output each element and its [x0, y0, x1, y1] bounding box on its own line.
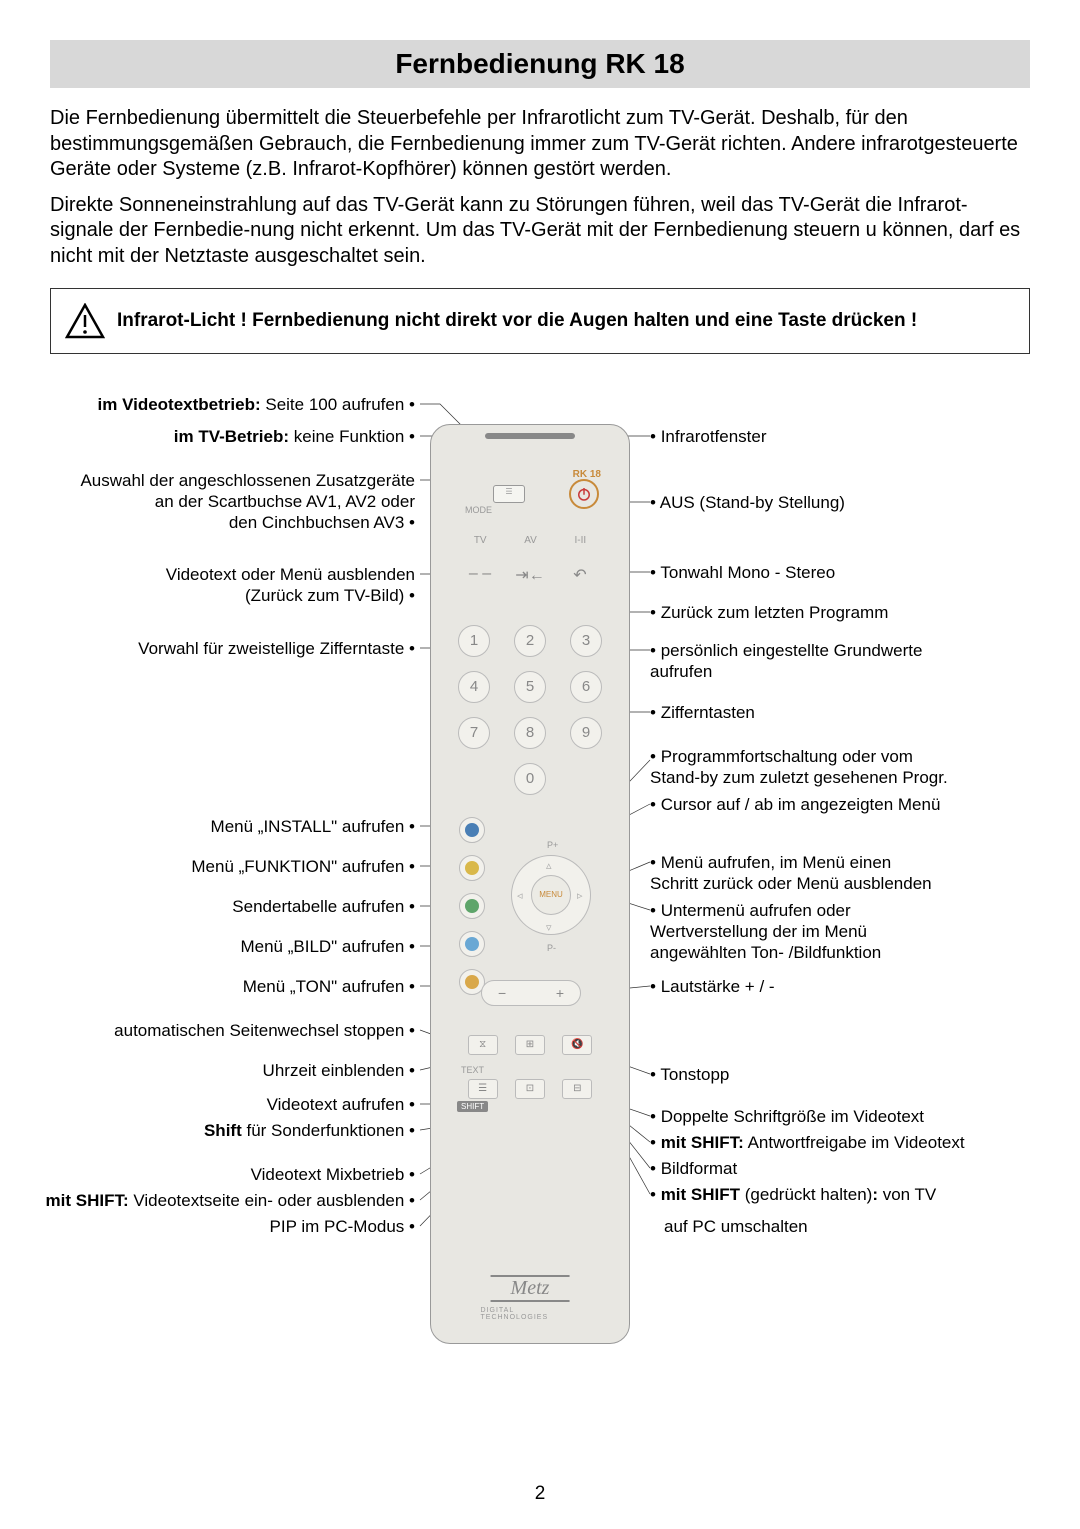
- callout-right-12: Doppelte Schriftgröße im Videotext: [650, 1106, 1030, 1127]
- mix-button: ⊡: [515, 1079, 545, 1099]
- volume-rocker: − +: [481, 980, 581, 1006]
- right-arrow-icon: ▹: [577, 889, 583, 902]
- num-4-button: 4: [458, 671, 490, 703]
- callout-left-8: Menü „BILD" aufrufen: [45, 936, 415, 957]
- power-button: [569, 479, 599, 509]
- down-arrow-icon: ▿: [546, 921, 552, 934]
- av-label: AV: [524, 535, 537, 546]
- callout-left-7: Sendertabelle aufrufen: [45, 896, 415, 917]
- callout-left-12: Videotext aufrufen: [45, 1094, 415, 1115]
- callout-left-2: Auswahl der angeschlossenen Zusatzgeräte…: [45, 470, 415, 534]
- brand-sublogo: DIGITAL TECHNOLOGIES: [481, 1307, 580, 1321]
- color-buttons: [459, 817, 485, 995]
- callout-right-13: mit SHIFT: Antwortfreigabe im Videotext: [650, 1132, 1030, 1153]
- up-arrow-icon: ▵: [546, 859, 552, 872]
- number-pad: 123 456 7890: [455, 625, 605, 795]
- bottom-row-1: ⧖ ⊞ 🔇: [431, 1035, 629, 1055]
- callout-left-11: Uhrzeit einblenden: [45, 1060, 415, 1081]
- num-0-button: 0: [514, 763, 546, 795]
- clock-button: ⧖: [468, 1035, 498, 1055]
- menu-button: MENU: [531, 875, 571, 915]
- callout-left-13: Shift für Sonderfunktionen: [45, 1120, 415, 1141]
- callout-right-5: Zifferntasten: [650, 702, 1030, 723]
- color-button-2: [459, 893, 485, 919]
- remote-diagram: im Videotextbetrieb: Seite 100 aufrufeni…: [50, 384, 1030, 1404]
- left-arrow-icon: ◃: [517, 889, 523, 902]
- callout-left-5: Menü „INSTALL" aufrufen: [45, 816, 415, 837]
- num-6-button: 6: [570, 671, 602, 703]
- callout-left-3: Videotext oder Menü ausblenden(Zurück zu…: [45, 564, 415, 607]
- text-button: ☰: [468, 1079, 498, 1099]
- tv-label: TV: [474, 535, 487, 546]
- callout-right-1: AUS (Stand-by Stellung): [650, 492, 1030, 513]
- intro-text: Die Fernbedienung übermittelt die Steuer…: [50, 106, 1030, 270]
- page-number: 2: [535, 1483, 546, 1505]
- callout-right-15: mit SHIFT (gedrückt halten): von TV: [650, 1184, 1030, 1205]
- arrows-icon: ⇥←: [513, 565, 547, 585]
- p-minus-label: P-: [547, 943, 556, 953]
- callout-right-14: Bildformat: [650, 1158, 1030, 1179]
- callout-left-15: mit SHIFT: Videotextseite ein- oder ausb…: [45, 1190, 415, 1211]
- callout-left-0: im Videotextbetrieb: Seite 100 aufrufen: [45, 394, 415, 415]
- vol-minus-icon: −: [498, 985, 506, 1001]
- callout-right-16: auf PC umschalten: [650, 1216, 1030, 1237]
- callout-right-2: Tonwahl Mono - Stereo: [650, 562, 1030, 583]
- callout-right-4: persönlich eingestellte Grundwerteaufruf…: [650, 640, 1030, 683]
- return-icon: ↶: [563, 565, 597, 585]
- dash-icon: – –: [463, 565, 497, 585]
- callout-left-4: Vorwahl für zweistellige Zifferntaste: [45, 638, 415, 659]
- ir-window: [485, 433, 575, 439]
- num-8-button: 8: [514, 717, 546, 749]
- row-labels: TV AV I-II: [431, 535, 629, 546]
- num-2-button: 2: [514, 625, 546, 657]
- intro-p2: Direkte Sonneneinstrahlung auf das TV-Ge…: [50, 193, 1030, 270]
- format-button: ⊟: [562, 1079, 592, 1099]
- num-3-button: 3: [570, 625, 602, 657]
- callout-right-10: Lautstärke + / -: [650, 976, 1030, 997]
- mode-text: MODE: [465, 505, 492, 515]
- callout-right-9: Untermenü aufrufen oderWertverstellung d…: [650, 900, 1030, 964]
- callout-left-9: Menü „TON" aufrufen: [45, 976, 415, 997]
- text-label: TEXT: [461, 1065, 484, 1075]
- bottom-row-2: ☰ ⊡ ⊟: [431, 1079, 629, 1099]
- remote-body: RK 18 ☰ MODE TV AV I-II – – ⇥← ↶ 123 456 7…: [430, 424, 630, 1344]
- callout-left-16: PIP im PC-Modus: [45, 1216, 415, 1237]
- callout-right-3: Zurück zum letzten Programm: [650, 602, 1030, 623]
- mute-button: 🔇: [562, 1035, 592, 1055]
- num-9-button: 9: [570, 717, 602, 749]
- color-button-1: [459, 855, 485, 881]
- shift-label: SHIFT: [457, 1101, 488, 1112]
- navigation-pad: P+ MENU ▵ ▿ ◃ ▹ P-: [501, 825, 601, 965]
- num-7-button: 7: [458, 717, 490, 749]
- warning-box: Infrarot-Licht ! Fernbedienung nicht dir…: [50, 288, 1030, 354]
- p-plus-label: P+: [547, 840, 558, 850]
- mode-button: ☰: [493, 485, 525, 503]
- callout-left-10: automatischen Seitenwechsel stoppen: [45, 1020, 415, 1041]
- i-ii-label: I-II: [574, 535, 586, 546]
- num-5-button: 5: [514, 671, 546, 703]
- callout-left-14: Videotext Mixbetrieb: [45, 1164, 415, 1185]
- callout-right-11: Tonstopp: [650, 1064, 1030, 1085]
- vol-plus-icon: +: [556, 985, 564, 1001]
- size-button: ⊞: [515, 1035, 545, 1055]
- warning-icon: [65, 303, 105, 339]
- callout-right-7: Cursor auf / ab im angezeigten Menü: [650, 794, 1030, 815]
- callout-right-6: Programmfortschaltung oder vomStand-by z…: [650, 746, 1030, 789]
- callout-left-1: im TV-Betrieb: keine Funktion: [45, 426, 415, 447]
- callout-right-0: Infrarotfenster: [650, 426, 1030, 447]
- row2-symbols: – – ⇥← ↶: [431, 565, 629, 585]
- callout-right-8: Menü aufrufen, im Menü einenSchritt zurü…: [650, 852, 1030, 895]
- color-button-3: [459, 931, 485, 957]
- warning-text: Infrarot-Licht ! Fernbedienung nicht dir…: [117, 310, 917, 332]
- model-label: RK 18: [573, 469, 601, 480]
- intro-p1: Die Fernbedienung übermittelt die Steuer…: [50, 106, 1030, 183]
- page-title: Fernbedienung RK 18: [50, 40, 1030, 88]
- brand-logo: Metz: [491, 1275, 570, 1302]
- callout-left-6: Menü „FUNKTION" aufrufen: [45, 856, 415, 877]
- power-icon: [575, 485, 593, 503]
- color-button-0: [459, 817, 485, 843]
- num-1-button: 1: [458, 625, 490, 657]
